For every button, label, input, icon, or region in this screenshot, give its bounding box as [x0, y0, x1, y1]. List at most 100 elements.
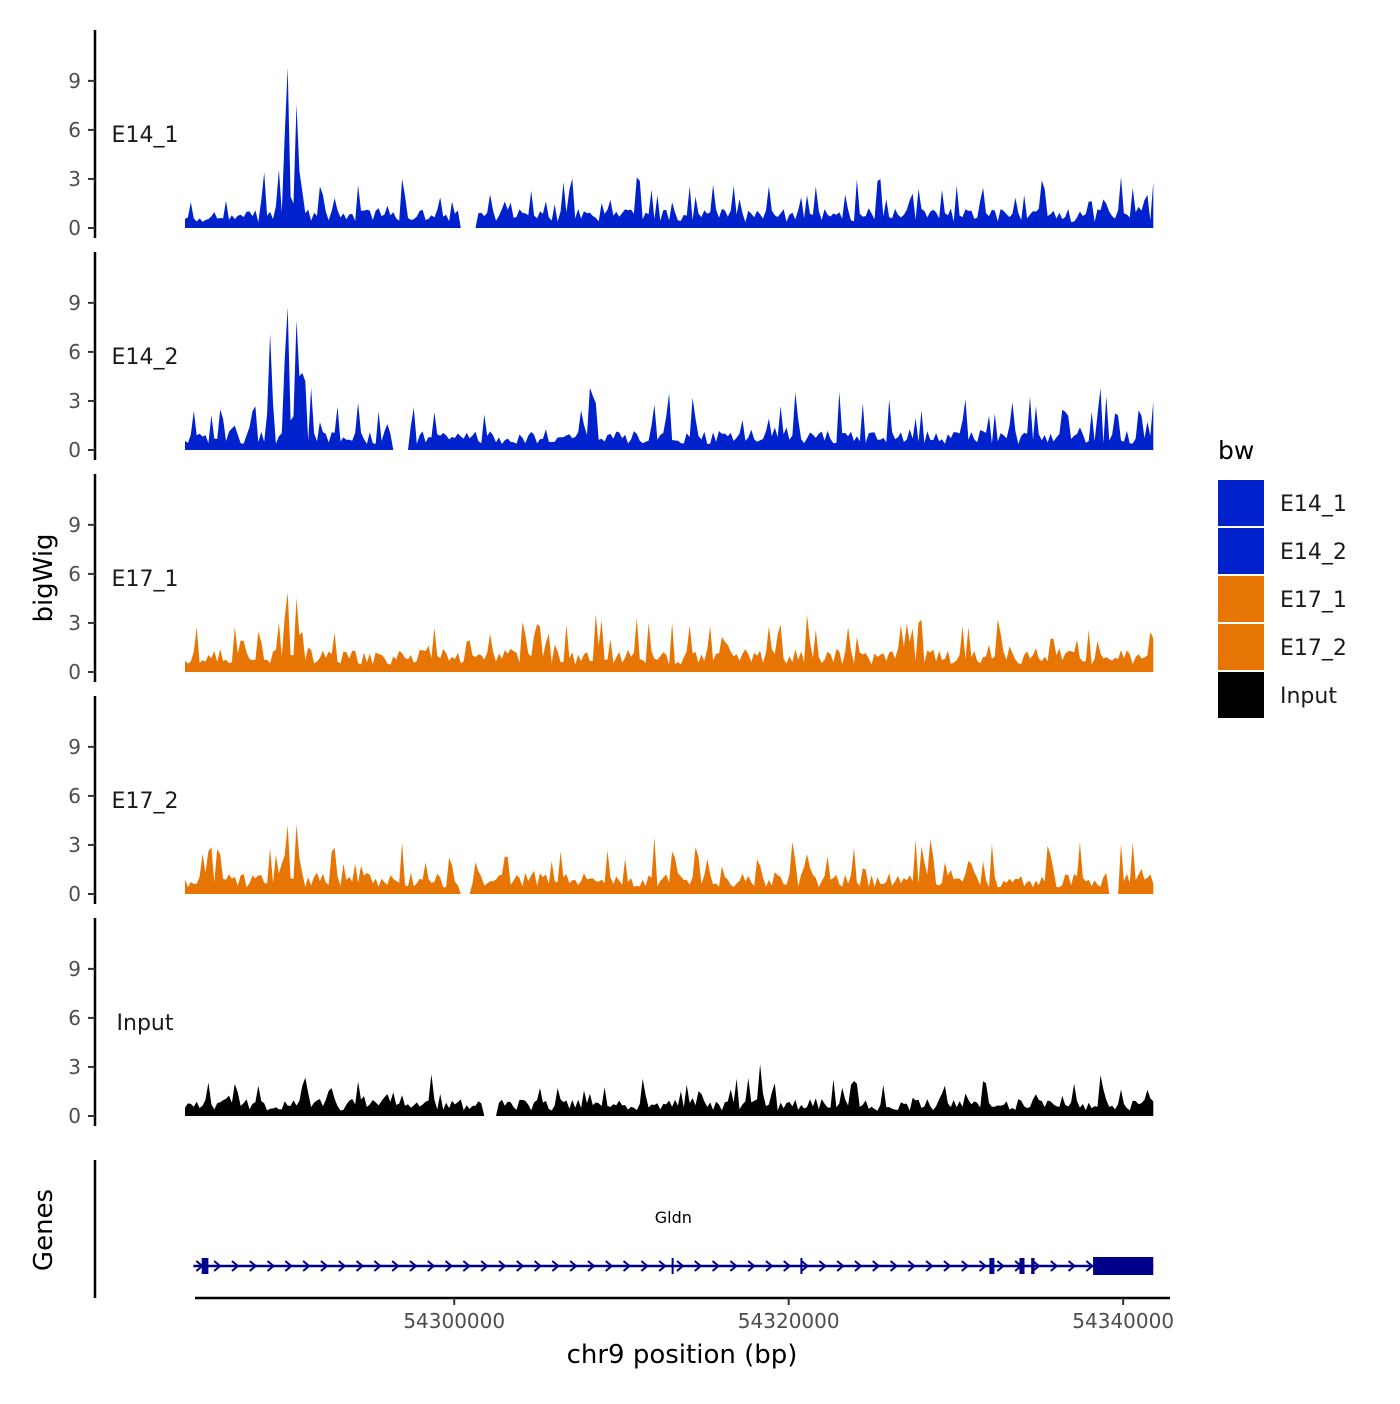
gene-exon — [989, 1258, 995, 1274]
strand-arrow — [640, 1260, 649, 1272]
strand-arrow — [1085, 1260, 1094, 1272]
legend-label-input: Input — [1280, 684, 1337, 709]
x-tick-label: 54340000 — [1072, 1309, 1174, 1333]
strand-arrow — [836, 1260, 845, 1272]
strand-arrow — [996, 1260, 1005, 1272]
strand-arrow — [569, 1260, 578, 1272]
coverage-area-input — [185, 1064, 1154, 1116]
strand-arrow — [551, 1260, 560, 1272]
strand-arrow — [907, 1260, 916, 1272]
strand-arrow — [800, 1260, 810, 1272]
gene-exon — [671, 1258, 674, 1274]
legend-key-e14_2 — [1218, 528, 1264, 574]
y-tick-label: 0 — [68, 216, 81, 240]
strand-arrow — [694, 1260, 703, 1272]
y-tick-label: 6 — [68, 340, 81, 364]
strand-arrow — [872, 1260, 881, 1272]
strand-arrow — [1032, 1260, 1041, 1272]
y-tick-label: 9 — [68, 291, 81, 315]
strand-arrow — [266, 1260, 276, 1272]
strand-arrow — [1050, 1260, 1059, 1272]
gene-exon — [1093, 1257, 1154, 1275]
strand-arrow — [533, 1260, 543, 1272]
strand-arrow — [302, 1260, 311, 1272]
strand-arrow — [480, 1260, 489, 1272]
y-tick-label: 9 — [68, 957, 81, 981]
coverage-area-e17_1 — [185, 592, 1154, 672]
legend-key-e17_1 — [1218, 576, 1264, 622]
strand-arrow — [729, 1260, 738, 1272]
track-label-e17_2: E17_2 — [112, 789, 179, 814]
x-axis: 54300000 54320000 54340000 — [195, 1296, 1174, 1333]
x-tick-label: 54300000 — [403, 1309, 505, 1333]
legend-label-e17_2: E17_2 — [1280, 636, 1347, 661]
gene-exon — [800, 1258, 803, 1274]
y-tick-label: 9 — [68, 513, 81, 537]
strand-arrow — [711, 1260, 721, 1272]
y-tick-label: 9 — [68, 735, 81, 759]
strand-arrow — [622, 1260, 632, 1272]
track-label-e14_1: E14_1 — [112, 123, 179, 148]
strand-arrow — [676, 1260, 685, 1272]
strand-arrow — [783, 1260, 792, 1272]
strand-arrow — [284, 1260, 293, 1272]
x-axis-label: chr9 position (bp) — [567, 1340, 798, 1370]
legend-key-input — [1218, 672, 1264, 718]
track-label-e14_2: E14_2 — [112, 345, 179, 370]
legend-key-e14_1 — [1218, 480, 1264, 526]
strand-arrow — [498, 1260, 507, 1272]
legend-label-e17_1: E17_1 — [1280, 588, 1347, 613]
strand-arrow — [516, 1260, 525, 1272]
strand-arrow — [978, 1260, 988, 1272]
y-tick-label: 6 — [68, 1006, 81, 1030]
gene-exon — [1031, 1258, 1035, 1274]
y-tick-label: 6 — [68, 118, 81, 142]
y-tick-label: 0 — [68, 660, 81, 684]
gene-name-label: Gldn — [655, 1208, 692, 1227]
x-tick-label: 54320000 — [738, 1309, 840, 1333]
genes-axis-label: Genes — [29, 1189, 59, 1271]
y-tick-label: 6 — [68, 784, 81, 808]
genes-panel: Gldn — [93, 1160, 1154, 1298]
strand-arrow — [658, 1260, 667, 1272]
legend-label-e14_1: E14_1 — [1280, 492, 1347, 517]
strand-arrow — [462, 1260, 471, 1272]
y-tick-label: 6 — [68, 562, 81, 586]
y-tick-label: 0 — [68, 882, 81, 906]
strand-arrow — [925, 1260, 934, 1272]
coverage-area-e14_2 — [185, 307, 1154, 450]
tracks-group: 0 3 6 9 E14_1 0 3 6 9 E14_2 0 3 6 9 E17_1 0 3 6 9 E17_2 0 3 6 9… — [68, 30, 1154, 1128]
strand-arrow — [213, 1260, 222, 1272]
strand-arrow — [1067, 1260, 1077, 1272]
strand-arrow — [409, 1260, 418, 1272]
track-label-e17_1: E17_1 — [112, 567, 179, 592]
strand-arrow — [765, 1260, 774, 1272]
strand-arrow — [391, 1260, 400, 1272]
legend-key-e17_2 — [1218, 624, 1264, 670]
strand-arrow — [943, 1260, 952, 1272]
strand-arrow — [373, 1260, 382, 1272]
legend-title: bw — [1218, 436, 1254, 465]
legend: E14_1 E14_2 E17_1 E17_2 Input — [1218, 480, 1347, 718]
gene-exon — [201, 1258, 209, 1274]
y-tick-label: 0 — [68, 1104, 81, 1128]
strand-arrow — [961, 1260, 970, 1272]
coverage-area-e17_2 — [185, 824, 1154, 894]
strand-arrow — [427, 1260, 436, 1272]
y-tick-label: 0 — [68, 438, 81, 462]
y-tick-label: 3 — [68, 389, 81, 413]
strand-arrow — [249, 1260, 258, 1272]
strand-arrow — [338, 1260, 347, 1272]
y-tick-label: 3 — [68, 1055, 81, 1079]
y-tick-label: 3 — [68, 833, 81, 857]
strand-arrow — [889, 1260, 899, 1272]
strand-arrow — [444, 1260, 454, 1272]
strand-arrow — [355, 1260, 365, 1272]
track-label-input: Input — [117, 1011, 174, 1036]
gene-exon — [1019, 1258, 1025, 1274]
legend-label-e14_2: E14_2 — [1280, 540, 1347, 565]
strand-arrow — [231, 1260, 240, 1272]
strand-arrow — [747, 1260, 756, 1272]
